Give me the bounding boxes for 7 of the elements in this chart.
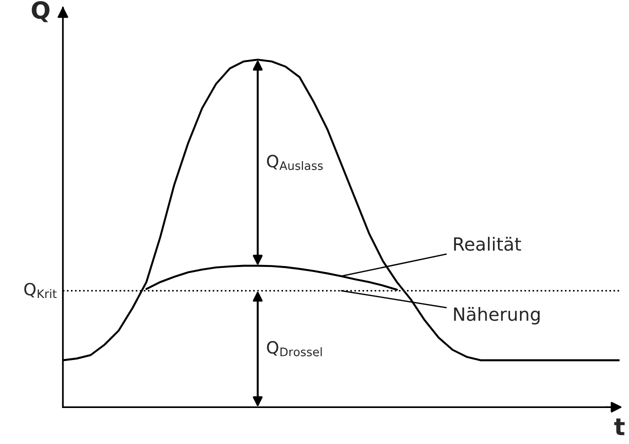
x-axis-title: t [614, 418, 625, 436]
text: Realität [454, 236, 522, 251]
ref-line-label: Q$_{Krit}$ [24, 282, 57, 298]
y-axis-title: Q [32, 1, 50, 22]
annotation: Q$_{Auslass}$ [267, 154, 323, 170]
annotation: Näherung [454, 307, 540, 324]
annotation: Q$_{Drossel}$ [267, 341, 322, 356]
